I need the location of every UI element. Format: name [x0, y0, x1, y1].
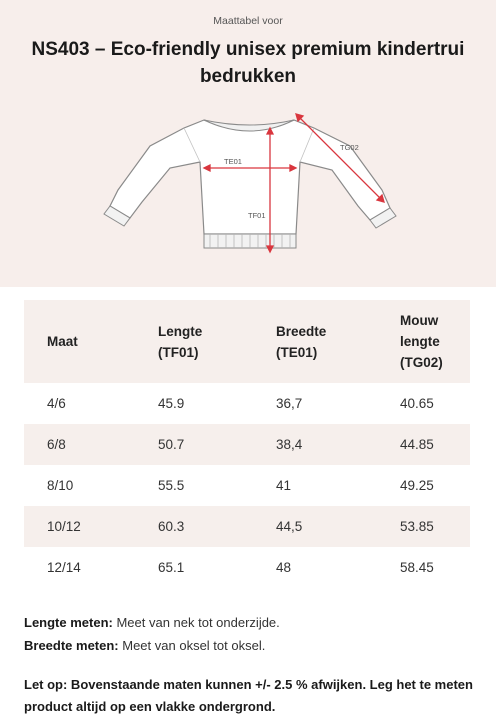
sweater-cuff-left [103, 205, 131, 227]
cell-sleeve: 44.85 [400, 437, 434, 452]
cell-length: 55.5 [158, 478, 185, 493]
sweater-diagram: TE01 TF01 TG02 [103, 113, 397, 254]
length-label: TF01 [248, 211, 266, 220]
size-table-container: Maat Lengte (TF01) Breedte (TE01) Mouw leng… [24, 300, 470, 588]
cell-sleeve: 49.25 [400, 478, 434, 493]
sleeve-label: TG02 [340, 143, 359, 152]
length-note-label: Lengte meten: [24, 615, 113, 630]
tolerance-warning: Let op: Bovenstaande maten kunnen +/- 2.… [24, 677, 473, 714]
cell-width: 44,5 [276, 519, 303, 534]
cell-size: 6/8 [47, 437, 66, 452]
width-label: TE01 [224, 157, 242, 166]
length-note-text: Meet van nek tot onderzijde. [112, 615, 280, 630]
size-table: Maat Lengte (TF01) Breedte (TE01) Mouw leng… [24, 300, 470, 588]
width-note-label: Breedte meten: [24, 638, 119, 653]
width-note-text: Meet van oksel tot oksel. [118, 638, 266, 653]
sweater-collar [203, 119, 295, 132]
header-length: Lengte (TF01) [158, 323, 203, 360]
cell-size: 4/6 [47, 396, 66, 411]
header-width: Breedte (TE01) [276, 323, 327, 360]
size-chart-subtitle: Maattabel voor [213, 15, 283, 27]
cell-size: 10/12 [47, 519, 81, 534]
table-row: 12/14 65.1 48 58.45 [24, 547, 470, 588]
table-row: 8/10 55.5 41 49.25 [24, 465, 470, 506]
length-arrow [265, 126, 275, 254]
sleeve-arrow [295, 113, 385, 203]
cell-width: 36,7 [276, 396, 303, 411]
cell-length: 45.9 [158, 396, 185, 411]
table-row: 4/6 45.9 36,7 40.65 [24, 383, 470, 424]
cell-size: 8/10 [47, 478, 74, 493]
cell-width: 38,4 [276, 437, 303, 452]
table-row: 6/8 50.7 38,4 44.85 [24, 424, 470, 465]
width-arrow [202, 163, 298, 173]
product-title: NS403 – Eco-friendly unisex premium kind… [31, 39, 465, 87]
cell-width: 48 [276, 560, 292, 575]
hero-section: Maattabel voor NS403 – Eco-friendly unis… [0, 0, 496, 287]
cell-length: 60.3 [158, 519, 185, 534]
table-row: 10/12 60.3 44,5 53.85 [24, 506, 470, 547]
header-size: Maat [47, 334, 78, 349]
cell-width: 41 [276, 478, 292, 493]
length-note: Lengte meten: Meet van nek tot onderzijd… [24, 612, 474, 633]
sweater-cuff-right [369, 207, 397, 229]
table-header-row: Maat Lengte (TF01) Breedte (TE01) Mouw leng… [24, 300, 470, 383]
width-note: Breedte meten: Meet van oksel tot oksel. [24, 635, 474, 656]
cell-sleeve: 58.45 [400, 560, 434, 575]
measurement-notes: Lengte meten: Meet van nek tot onderzijd… [24, 612, 474, 658]
cell-sleeve: 53.85 [400, 519, 434, 534]
cell-length: 50.7 [158, 437, 185, 452]
cell-length: 65.1 [158, 560, 185, 575]
cell-sleeve: 40.65 [400, 396, 434, 411]
header-sleeve: Mouw lengte (TG02) [400, 313, 443, 370]
cell-size: 12/14 [47, 560, 81, 575]
